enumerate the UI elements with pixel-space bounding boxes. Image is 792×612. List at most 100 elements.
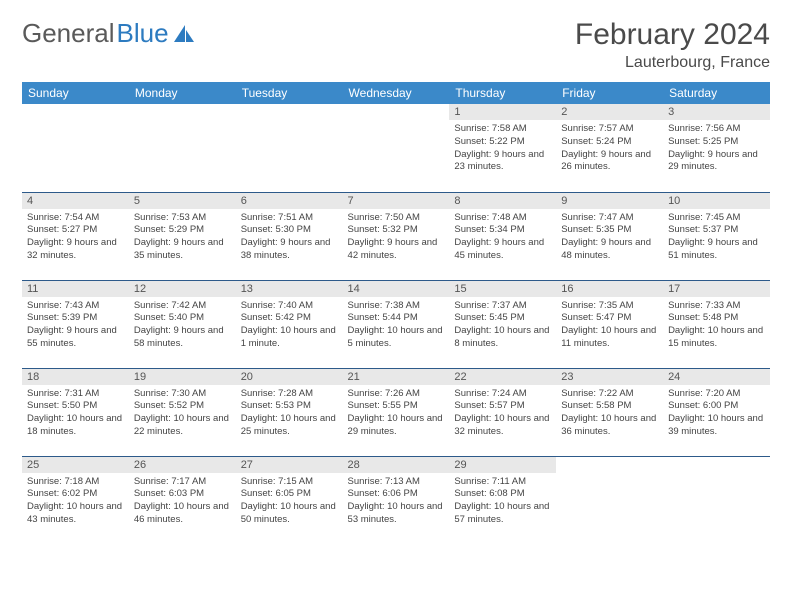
daylight-text: Daylight: 10 hours and 22 minutes. bbox=[134, 413, 231, 439]
day-details: Sunrise: 7:28 AMSunset: 5:53 PMDaylight:… bbox=[236, 385, 343, 441]
sunrise-text: Sunrise: 7:28 AM bbox=[241, 388, 338, 401]
sunrise-text: Sunrise: 7:58 AM bbox=[454, 123, 551, 136]
location: Lauterbourg, France bbox=[575, 54, 770, 72]
sunrise-text: Sunrise: 7:56 AM bbox=[668, 123, 765, 136]
sunset-text: Sunset: 5:35 PM bbox=[561, 224, 658, 237]
daylight-text: Daylight: 9 hours and 51 minutes. bbox=[668, 237, 765, 263]
sunset-text: Sunset: 5:42 PM bbox=[241, 312, 338, 325]
daylight-text: Daylight: 10 hours and 18 minutes. bbox=[27, 413, 124, 439]
calendar-cell: 17Sunrise: 7:33 AMSunset: 5:48 PMDayligh… bbox=[663, 280, 770, 368]
day-number: 18 bbox=[22, 369, 129, 385]
calendar-row: 25Sunrise: 7:18 AMSunset: 6:02 PMDayligh… bbox=[22, 456, 770, 544]
day-number: 19 bbox=[129, 369, 236, 385]
calendar-cell: 5Sunrise: 7:53 AMSunset: 5:29 PMDaylight… bbox=[129, 192, 236, 280]
daylight-text: Daylight: 10 hours and 8 minutes. bbox=[454, 325, 551, 351]
daylight-text: Daylight: 10 hours and 5 minutes. bbox=[348, 325, 445, 351]
daylight-text: Daylight: 10 hours and 36 minutes. bbox=[561, 413, 658, 439]
day-details: Sunrise: 7:37 AMSunset: 5:45 PMDaylight:… bbox=[449, 297, 556, 353]
day-number: 4 bbox=[22, 193, 129, 209]
calendar-cell: 7Sunrise: 7:50 AMSunset: 5:32 PMDaylight… bbox=[343, 192, 450, 280]
day-details: Sunrise: 7:51 AMSunset: 5:30 PMDaylight:… bbox=[236, 209, 343, 265]
day-details: Sunrise: 7:47 AMSunset: 5:35 PMDaylight:… bbox=[556, 209, 663, 265]
sunset-text: Sunset: 5:37 PM bbox=[668, 224, 765, 237]
day-header: Saturday bbox=[663, 82, 770, 104]
calendar-cell: 10Sunrise: 7:45 AMSunset: 5:37 PMDayligh… bbox=[663, 192, 770, 280]
sunset-text: Sunset: 5:55 PM bbox=[348, 400, 445, 413]
daylight-text: Daylight: 9 hours and 26 minutes. bbox=[561, 149, 658, 175]
calendar-cell: 14Sunrise: 7:38 AMSunset: 5:44 PMDayligh… bbox=[343, 280, 450, 368]
day-number: 2 bbox=[556, 104, 663, 120]
sunrise-text: Sunrise: 7:20 AM bbox=[668, 388, 765, 401]
day-number: 23 bbox=[556, 369, 663, 385]
calendar-cell: 24Sunrise: 7:20 AMSunset: 6:00 PMDayligh… bbox=[663, 368, 770, 456]
month-title: February 2024 bbox=[575, 18, 770, 52]
day-number bbox=[663, 457, 770, 461]
day-details: Sunrise: 7:13 AMSunset: 6:06 PMDaylight:… bbox=[343, 473, 450, 529]
sunset-text: Sunset: 5:40 PM bbox=[134, 312, 231, 325]
day-details: Sunrise: 7:50 AMSunset: 5:32 PMDaylight:… bbox=[343, 209, 450, 265]
sunset-text: Sunset: 5:29 PM bbox=[134, 224, 231, 237]
calendar-row: 11Sunrise: 7:43 AMSunset: 5:39 PMDayligh… bbox=[22, 280, 770, 368]
day-details: Sunrise: 7:15 AMSunset: 6:05 PMDaylight:… bbox=[236, 473, 343, 529]
calendar-cell: 25Sunrise: 7:18 AMSunset: 6:02 PMDayligh… bbox=[22, 456, 129, 544]
day-number: 24 bbox=[663, 369, 770, 385]
day-details: Sunrise: 7:17 AMSunset: 6:03 PMDaylight:… bbox=[129, 473, 236, 529]
sunset-text: Sunset: 5:48 PM bbox=[668, 312, 765, 325]
calendar-cell: 13Sunrise: 7:40 AMSunset: 5:42 PMDayligh… bbox=[236, 280, 343, 368]
sunrise-text: Sunrise: 7:33 AM bbox=[668, 300, 765, 313]
calendar-cell: 12Sunrise: 7:42 AMSunset: 5:40 PMDayligh… bbox=[129, 280, 236, 368]
daylight-text: Daylight: 9 hours and 32 minutes. bbox=[27, 237, 124, 263]
sunset-text: Sunset: 5:50 PM bbox=[27, 400, 124, 413]
calendar-cell: 19Sunrise: 7:30 AMSunset: 5:52 PMDayligh… bbox=[129, 368, 236, 456]
logo-text-2: Blue bbox=[117, 18, 169, 49]
calendar-cell: 18Sunrise: 7:31 AMSunset: 5:50 PMDayligh… bbox=[22, 368, 129, 456]
day-details: Sunrise: 7:22 AMSunset: 5:58 PMDaylight:… bbox=[556, 385, 663, 441]
daylight-text: Daylight: 10 hours and 15 minutes. bbox=[668, 325, 765, 351]
day-details: Sunrise: 7:30 AMSunset: 5:52 PMDaylight:… bbox=[129, 385, 236, 441]
sunset-text: Sunset: 5:22 PM bbox=[454, 136, 551, 149]
day-number: 7 bbox=[343, 193, 450, 209]
sunset-text: Sunset: 6:06 PM bbox=[348, 488, 445, 501]
day-number: 29 bbox=[449, 457, 556, 473]
sunrise-text: Sunrise: 7:37 AM bbox=[454, 300, 551, 313]
day-number: 22 bbox=[449, 369, 556, 385]
sunrise-text: Sunrise: 7:42 AM bbox=[134, 300, 231, 313]
day-details: Sunrise: 7:26 AMSunset: 5:55 PMDaylight:… bbox=[343, 385, 450, 441]
daylight-text: Daylight: 9 hours and 42 minutes. bbox=[348, 237, 445, 263]
calendar-cell bbox=[663, 456, 770, 544]
day-details: Sunrise: 7:33 AMSunset: 5:48 PMDaylight:… bbox=[663, 297, 770, 353]
day-header: Thursday bbox=[449, 82, 556, 104]
calendar-cell: 22Sunrise: 7:24 AMSunset: 5:57 PMDayligh… bbox=[449, 368, 556, 456]
day-number: 27 bbox=[236, 457, 343, 473]
day-details: Sunrise: 7:58 AMSunset: 5:22 PMDaylight:… bbox=[449, 120, 556, 176]
calendar-cell: 4Sunrise: 7:54 AMSunset: 5:27 PMDaylight… bbox=[22, 192, 129, 280]
day-details: Sunrise: 7:11 AMSunset: 6:08 PMDaylight:… bbox=[449, 473, 556, 529]
sunset-text: Sunset: 6:08 PM bbox=[454, 488, 551, 501]
calendar-cell: 20Sunrise: 7:28 AMSunset: 5:53 PMDayligh… bbox=[236, 368, 343, 456]
calendar-cell: 27Sunrise: 7:15 AMSunset: 6:05 PMDayligh… bbox=[236, 456, 343, 544]
calendar-cell: 21Sunrise: 7:26 AMSunset: 5:55 PMDayligh… bbox=[343, 368, 450, 456]
sunset-text: Sunset: 5:47 PM bbox=[561, 312, 658, 325]
sunset-text: Sunset: 5:44 PM bbox=[348, 312, 445, 325]
calendar-row: 18Sunrise: 7:31 AMSunset: 5:50 PMDayligh… bbox=[22, 368, 770, 456]
sunrise-text: Sunrise: 7:43 AM bbox=[27, 300, 124, 313]
day-number: 14 bbox=[343, 281, 450, 297]
daylight-text: Daylight: 10 hours and 57 minutes. bbox=[454, 501, 551, 527]
day-number: 20 bbox=[236, 369, 343, 385]
sunrise-text: Sunrise: 7:13 AM bbox=[348, 476, 445, 489]
day-number: 11 bbox=[22, 281, 129, 297]
calendar-cell: 28Sunrise: 7:13 AMSunset: 6:06 PMDayligh… bbox=[343, 456, 450, 544]
sunrise-text: Sunrise: 7:47 AM bbox=[561, 212, 658, 225]
daylight-text: Daylight: 9 hours and 38 minutes. bbox=[241, 237, 338, 263]
day-details: Sunrise: 7:35 AMSunset: 5:47 PMDaylight:… bbox=[556, 297, 663, 353]
calendar-cell bbox=[22, 104, 129, 192]
day-number: 8 bbox=[449, 193, 556, 209]
calendar-row: 4Sunrise: 7:54 AMSunset: 5:27 PMDaylight… bbox=[22, 192, 770, 280]
day-number bbox=[22, 104, 129, 108]
daylight-text: Daylight: 10 hours and 43 minutes. bbox=[27, 501, 124, 527]
day-number: 10 bbox=[663, 193, 770, 209]
day-number: 21 bbox=[343, 369, 450, 385]
sunrise-text: Sunrise: 7:48 AM bbox=[454, 212, 551, 225]
daylight-text: Daylight: 10 hours and 50 minutes. bbox=[241, 501, 338, 527]
day-number: 16 bbox=[556, 281, 663, 297]
